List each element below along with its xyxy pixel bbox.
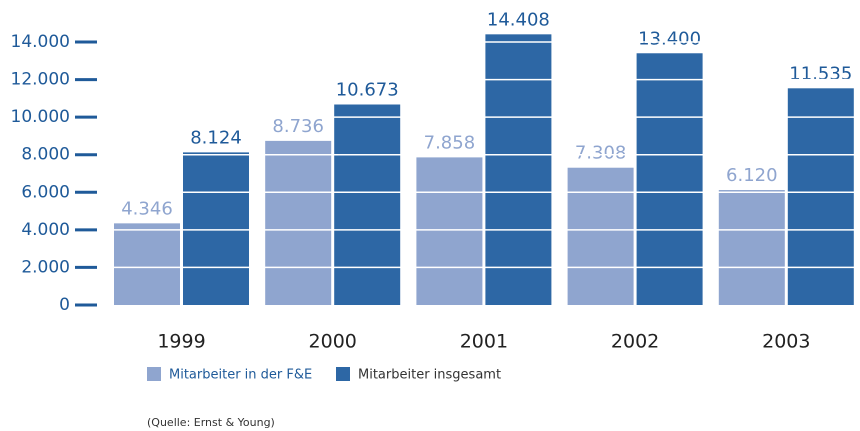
bar bbox=[485, 34, 552, 306]
value-label: 6.120 bbox=[726, 165, 778, 186]
y-tick-label: 12.000 bbox=[11, 70, 70, 90]
legend-label: Mitarbeiter in der F&E bbox=[169, 368, 312, 383]
value-label: 10.673 bbox=[336, 80, 399, 101]
value-label: 7.308 bbox=[575, 143, 627, 164]
x-tick-label: 1999 bbox=[157, 331, 205, 353]
y-tick-label: 0 bbox=[59, 295, 70, 315]
y-tick-label: 2.000 bbox=[21, 257, 70, 277]
y-tick-label: 10.000 bbox=[11, 107, 70, 127]
source-note: (Quelle: Ernst & Young) bbox=[147, 416, 275, 429]
x-tick-label: 2000 bbox=[309, 331, 357, 353]
bar bbox=[183, 152, 249, 305]
value-label: 14.408 bbox=[487, 9, 550, 30]
x-tick-label: 2001 bbox=[460, 331, 508, 353]
y-tick-label: 14.000 bbox=[11, 32, 70, 52]
y-tick-label: 8.000 bbox=[21, 145, 70, 165]
y-tick-label: 4.000 bbox=[21, 220, 70, 240]
bar bbox=[416, 157, 483, 305]
value-label: 11.535 bbox=[789, 63, 852, 84]
legend-swatch bbox=[336, 367, 350, 381]
legend-label: Mitarbeiter insgesamt bbox=[358, 368, 501, 383]
value-label: 13.400 bbox=[638, 28, 701, 49]
value-label: 8.124 bbox=[190, 127, 242, 148]
bar bbox=[114, 223, 180, 305]
bar bbox=[334, 104, 401, 306]
bar bbox=[718, 190, 785, 305]
bar bbox=[787, 88, 854, 305]
bar bbox=[636, 53, 703, 306]
x-tick-label: 2002 bbox=[611, 331, 659, 353]
y-tick-label: 6.000 bbox=[21, 182, 70, 202]
bar bbox=[265, 140, 332, 305]
value-label: 8.736 bbox=[272, 116, 324, 137]
value-label: 7.858 bbox=[424, 132, 476, 153]
bar bbox=[567, 167, 634, 305]
legend-swatch bbox=[147, 367, 161, 381]
x-tick-label: 2003 bbox=[762, 331, 810, 353]
value-label: 4.346 bbox=[121, 198, 173, 219]
